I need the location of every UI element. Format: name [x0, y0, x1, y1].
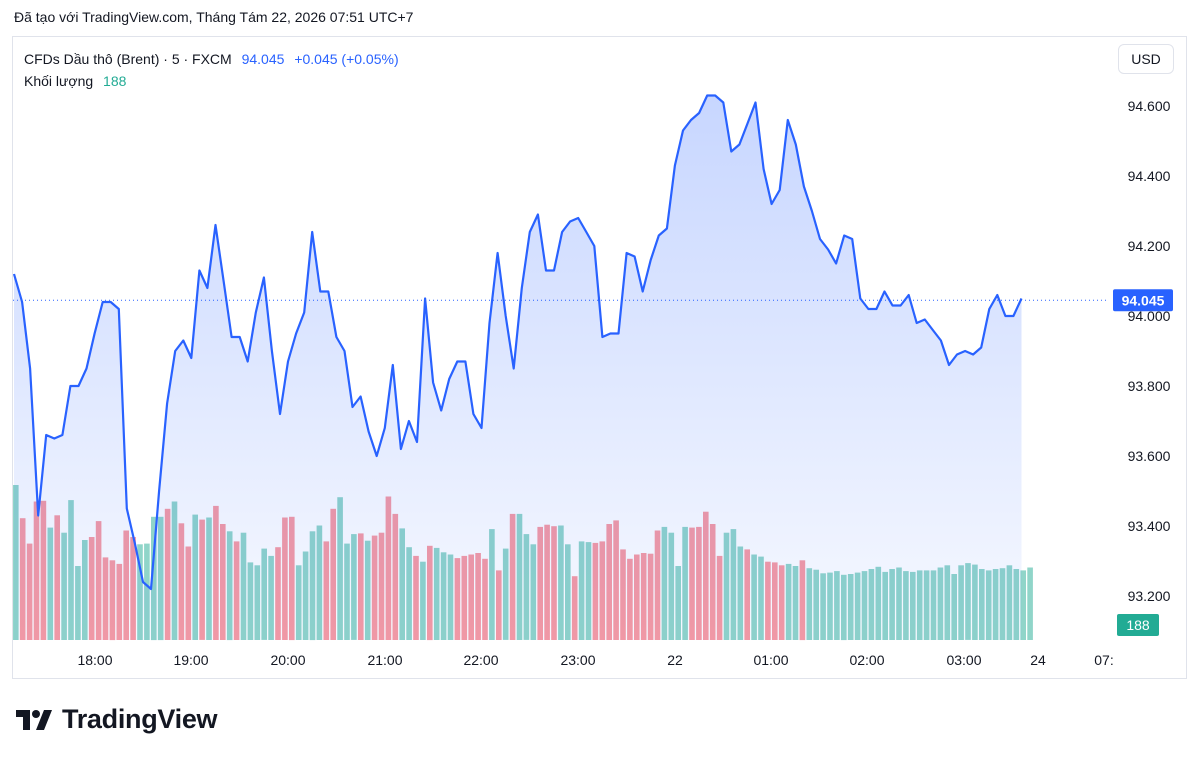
last-price-value: 94.045 [241, 51, 285, 67]
chart-legend: CFDs Dầu thô (Brent) · 5 · FXCM 94.045 +… [24, 48, 399, 92]
tradingview-logo-text: TradingView [62, 704, 218, 734]
y-axis-tick-label: 93.600 [1128, 448, 1171, 464]
y-axis-tick-label: 93.400 [1128, 518, 1171, 534]
currency-button[interactable]: USD [1118, 44, 1174, 74]
volume-bar [1020, 570, 1026, 640]
x-axis-tick-label: 24 [1030, 652, 1046, 668]
x-axis-tick-label: 03:00 [946, 652, 981, 668]
volume-label[interactable]: Khối lượng [24, 73, 94, 89]
volume-legend-row: Khối lượng 188 [24, 70, 399, 92]
x-axis-tick-label: 18:00 [77, 652, 112, 668]
price-change-value: +0.045 (+0.05%) [294, 51, 399, 67]
last-volume-badge [1117, 614, 1159, 636]
y-axis-tick-label: 94.200 [1128, 238, 1171, 254]
y-axis-tick-label: 94.600 [1128, 98, 1171, 114]
last-volume-badge-label: 188 [1126, 617, 1150, 633]
x-axis-tick-label: 07: [1094, 652, 1113, 668]
chart-frame [12, 36, 1187, 679]
price-area-fill [14, 95, 1022, 640]
y-axis-tick-label: 94.400 [1128, 168, 1171, 184]
x-axis-tick-label: 19:00 [173, 652, 208, 668]
tradingview-logo-icon [16, 709, 52, 730]
y-axis-tick-label: 93.200 [1128, 588, 1171, 604]
x-axis-tick-label: 20:00 [270, 652, 305, 668]
volume-value: 188 [103, 73, 127, 89]
volume-bar [1027, 567, 1033, 640]
symbol-legend-row: CFDs Dầu thô (Brent) · 5 · FXCM 94.045 +… [24, 48, 399, 70]
y-axis-tick-label: 94.000 [1128, 308, 1171, 324]
y-axis-tick-label: 93.800 [1128, 378, 1171, 394]
x-axis-tick-label: 02:00 [849, 652, 884, 668]
symbol-title[interactable]: CFDs Dầu thô (Brent) · 5 · FXCM [24, 51, 232, 67]
x-axis-tick-label: 22 [667, 652, 683, 668]
tradingview-logo[interactable]: TradingView [14, 704, 218, 735]
x-axis-tick-label: 01:00 [753, 652, 788, 668]
last-price-badge [1113, 289, 1173, 312]
last-price-badge-label: 94.045 [1122, 292, 1165, 308]
x-axis-tick-label: 22:00 [463, 652, 498, 668]
x-axis-tick-label: 23:00 [560, 652, 595, 668]
price-line[interactable] [12, 94, 1023, 591]
creation-caption: Đã tạo với TradingView.com, Tháng Tám 22… [14, 9, 414, 25]
x-axis-tick-label: 21:00 [367, 652, 402, 668]
